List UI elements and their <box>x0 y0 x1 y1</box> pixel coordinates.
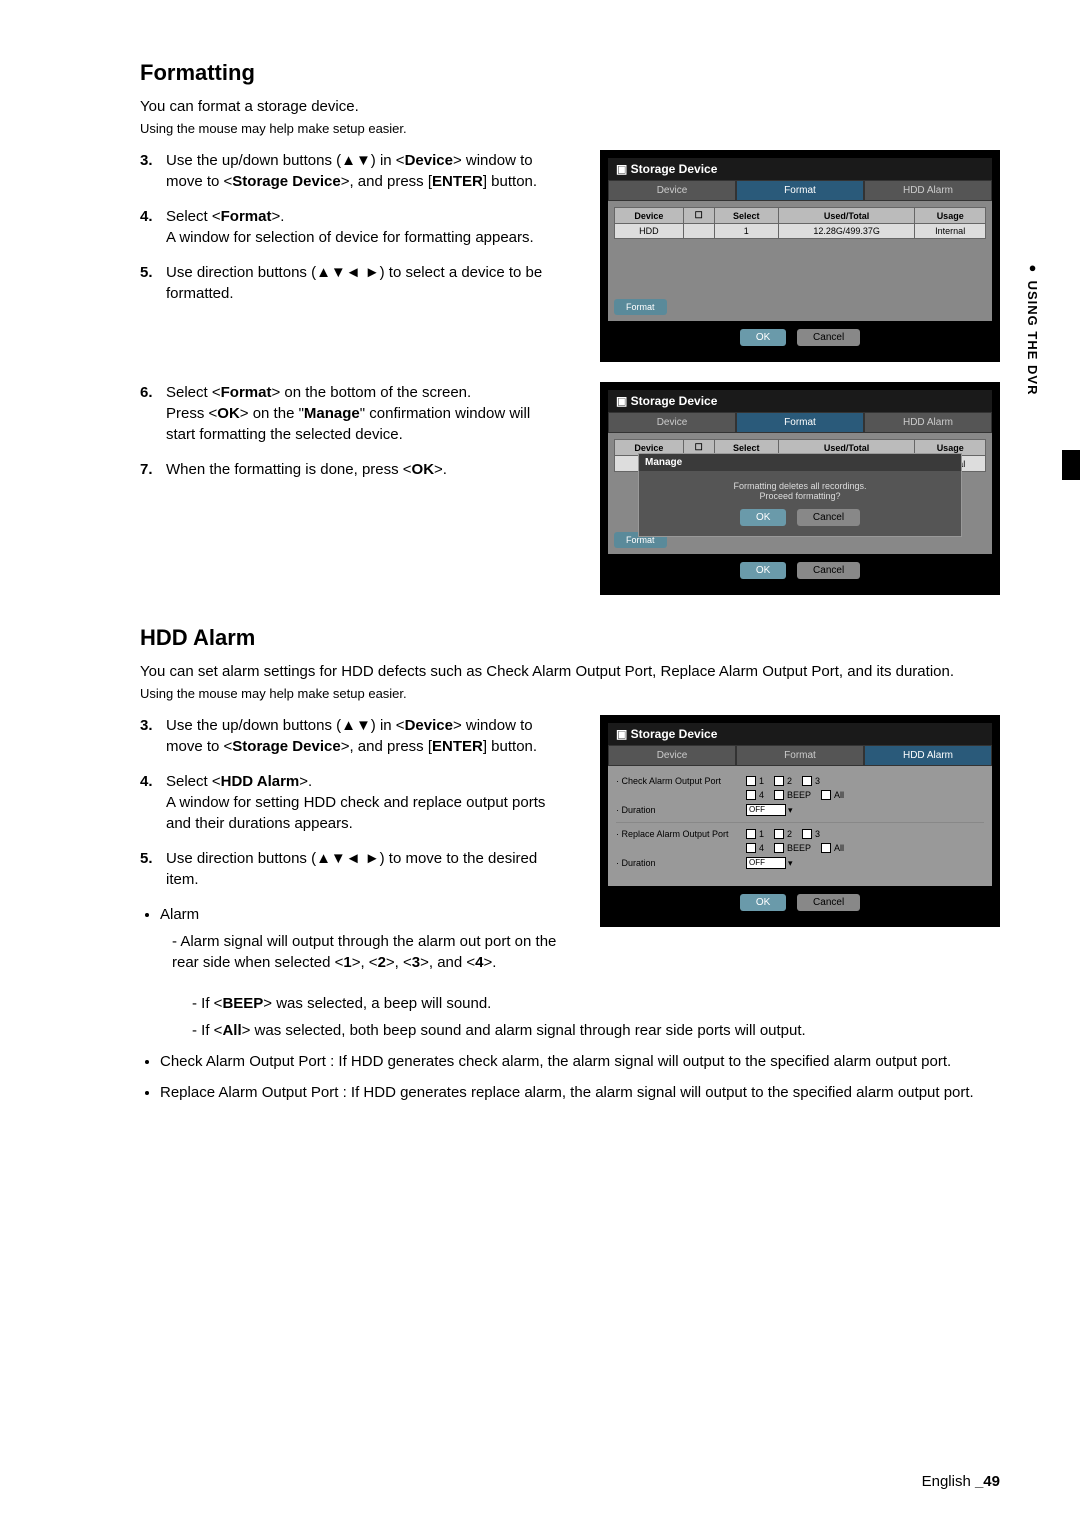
page-footer: English _49 <box>922 1473 1000 1490</box>
tab-device[interactable]: Device <box>608 180 736 201</box>
hdd-hint: Using the mouse may help make setup easi… <box>140 686 1000 701</box>
check-port-2[interactable]: 2 <box>774 776 792 786</box>
format-step-6: 6. Select <Format> on the bottom of the … <box>140 382 560 445</box>
cancel-button[interactable]: Cancel <box>797 329 860 346</box>
tab-format[interactable]: Format <box>736 412 864 433</box>
side-marker <box>1062 450 1080 480</box>
ss-title: ▣ Storage Device <box>608 158 992 180</box>
cancel-button[interactable]: Cancel <box>797 562 860 579</box>
replace-beep[interactable]: BEEP <box>774 843 811 853</box>
modal-ok-button[interactable]: OK <box>740 509 786 526</box>
hdd-step-5: 5. Use direction buttons (▲▼◄ ►) to move… <box>140 848 560 890</box>
tab-hdd-alarm[interactable]: HDD Alarm <box>864 412 992 433</box>
replace-port-3[interactable]: 3 <box>802 829 820 839</box>
modal-title: Manage <box>639 454 961 471</box>
format-step-5: 5. Use direction buttons (▲▼◄ ►) to sele… <box>140 262 560 304</box>
hdd-intro: You can set alarm settings for HDD defec… <box>140 663 1000 680</box>
replace-all[interactable]: All <box>821 843 844 853</box>
format-step-7: 7. When the formatting is done, press <O… <box>140 459 560 480</box>
tab-format[interactable]: Format <box>736 180 864 201</box>
check-duration-select[interactable]: OFF <box>746 804 786 816</box>
hdd-step-3: 3. Use the up/down buttons (▲▼) in <Devi… <box>140 715 560 757</box>
hdd-step-4: 4. Select <HDD Alarm>.A window for setti… <box>140 771 560 834</box>
format-step-3: 3. Use the up/down buttons (▲▼) in <Devi… <box>140 150 560 192</box>
screenshot-format: ▣ Storage Device Device Format HDD Alarm… <box>600 150 1000 362</box>
table-row[interactable]: HDD112.28G/499.37GInternal <box>615 224 986 239</box>
check-beep[interactable]: BEEP <box>774 790 811 800</box>
ok-button[interactable]: OK <box>740 894 786 911</box>
replace-port-2[interactable]: 2 <box>774 829 792 839</box>
cancel-button[interactable]: Cancel <box>797 894 860 911</box>
formatting-intro: You can format a storage device. <box>140 98 1000 115</box>
manage-modal: Manage Formatting deletes all recordings… <box>638 453 962 537</box>
tab-hdd-alarm[interactable]: HDD Alarm <box>864 745 992 766</box>
ok-button[interactable]: OK <box>740 562 786 579</box>
tab-hdd-alarm[interactable]: HDD Alarm <box>864 180 992 201</box>
sub-alarm-2: If <BEEP> was selected, a beep will soun… <box>192 993 1000 1014</box>
bullet-check: Check Alarm Output Port : If HDD generat… <box>160 1051 1000 1072</box>
replace-port-4[interactable]: 4 <box>746 843 764 853</box>
tab-device[interactable]: Device <box>608 745 736 766</box>
check-all[interactable]: All <box>821 790 844 800</box>
check-port-1[interactable]: 1 <box>746 776 764 786</box>
sub-alarm-1: Alarm signal will output through the ala… <box>172 931 560 973</box>
tab-format[interactable]: Format <box>736 745 864 766</box>
device-table: Device☐SelectUsed/TotalUsage HDD112.28G/… <box>614 207 986 239</box>
bullet-alarm: Alarm Alarm signal will output through t… <box>160 904 560 973</box>
sub-alarm-3: If <All> was selected, both beep sound a… <box>192 1020 1000 1041</box>
check-port-3[interactable]: 3 <box>802 776 820 786</box>
side-tab: USING THE DVR <box>1025 260 1040 395</box>
format-button[interactable]: Format <box>614 299 667 315</box>
bullet-replace: Replace Alarm Output Port : If HDD gener… <box>160 1082 1000 1103</box>
formatting-hint: Using the mouse may help make setup easi… <box>140 121 1000 136</box>
ok-button[interactable]: OK <box>740 329 786 346</box>
hdd-title: HDD Alarm <box>140 625 1000 651</box>
format-step-4: 4. Select <Format>.A window for selectio… <box>140 206 560 248</box>
modal-cancel-button[interactable]: Cancel <box>797 509 860 526</box>
tab-device[interactable]: Device <box>608 412 736 433</box>
replace-duration-select[interactable]: OFF <box>746 857 786 869</box>
check-port-4[interactable]: 4 <box>746 790 764 800</box>
formatting-title: Formatting <box>140 60 1000 86</box>
screenshot-hdd-alarm: ▣ Storage Device Device Format HDD Alarm… <box>600 715 1000 927</box>
screenshot-manage: ▣ Storage Device Device Format HDD Alarm… <box>600 382 1000 595</box>
replace-port-1[interactable]: 1 <box>746 829 764 839</box>
